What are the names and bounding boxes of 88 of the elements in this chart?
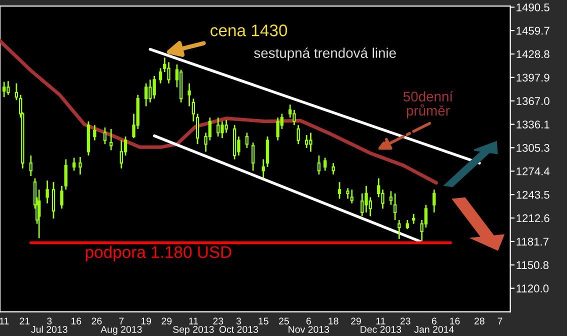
candlestick (6, 80, 10, 96)
candlestick (167, 62, 170, 84)
candlestick (364, 185, 368, 214)
y-tick-label: 1490.5 (516, 3, 550, 12)
x-tick-label: 29 (351, 318, 361, 325)
x-tick-label: 29 (162, 318, 172, 325)
x-tick-label: 11 (0, 318, 9, 324)
x-tick-label: 7 Aug 2013 (100, 318, 142, 335)
x-tick-label: 25 (279, 318, 289, 325)
text: 50denní průměr (403, 91, 454, 118)
candlestick (245, 132, 249, 149)
candlestick (52, 181, 56, 220)
x-tick-label: 26 (92, 318, 102, 325)
y-tick-label: 1459.7 (516, 26, 550, 35)
candlestick (309, 132, 312, 152)
candlestick (148, 78, 152, 104)
candlestick (332, 162, 335, 176)
candlestick (144, 82, 148, 107)
series-label: podpora 1.180 USD (86, 246, 232, 262)
candlestick (29, 154, 32, 177)
candlestick (296, 124, 300, 145)
candlestick (266, 136, 270, 168)
y-tick-label: 1212.6 (516, 214, 550, 222)
candlestick (14, 82, 18, 101)
candlestick (120, 140, 123, 170)
candlestick (432, 188, 436, 214)
x-tick-label: 19 (141, 318, 152, 325)
candlestick (158, 68, 162, 84)
candlestick (262, 158, 265, 179)
y-tick-label: 1367.0 (516, 97, 550, 106)
candlestick (346, 187, 350, 200)
candlestick (196, 113, 200, 145)
candlestick (216, 116, 220, 138)
y-tick-label: 1428.8 (516, 50, 550, 58)
x-tick-label: 11 Sep 2013 (173, 318, 214, 335)
candlestick (398, 219, 401, 240)
candlestick (252, 142, 255, 172)
x-tick-label: 18 (328, 318, 338, 325)
x-tick-label: 28 (474, 318, 484, 325)
candlestick (192, 98, 196, 122)
y-tick-label: 1305.3 (516, 144, 550, 152)
y-tick-label: 1397.9 (516, 74, 550, 82)
x-tick-label: 21 (20, 318, 30, 324)
candlestick (110, 128, 113, 151)
candlestick (412, 213, 416, 224)
x-tick-label: 16 (71, 318, 82, 325)
candlestick (78, 156, 82, 176)
candlestick (2, 81, 6, 98)
x-tick-label: 23 (400, 318, 410, 325)
x-tick-label: 15 (258, 318, 268, 325)
candlestick (406, 219, 409, 230)
candlestick (103, 126, 107, 145)
candlestick (424, 204, 428, 228)
candlestick (188, 82, 191, 107)
series-label: sestupná trendová linie (254, 48, 396, 61)
candlestick (46, 180, 49, 204)
candlestick (220, 120, 224, 139)
candlestick (389, 190, 393, 206)
candlestick (317, 154, 321, 176)
candlestick (288, 104, 292, 118)
y-tick-label: 1243.5 (516, 190, 550, 199)
y-tick-label: 1274.4 (516, 167, 550, 176)
candlestick (72, 157, 76, 172)
candlestick (360, 192, 364, 217)
candlestick (60, 185, 64, 210)
candlestick (93, 124, 96, 142)
x-tick-label: 6 Nov 2013 (288, 318, 330, 333)
candlestick (276, 116, 280, 142)
y-tick-label: 1150.8 (516, 261, 549, 270)
candlestick (305, 134, 308, 149)
candlestick (350, 188, 354, 204)
x-tick-label: 11 Dec 2013 (360, 318, 402, 333)
y-tick-label: 1336.1 (516, 120, 550, 128)
x-tick-label: 7 (498, 318, 502, 324)
x-tick-label: 3 Jul 2013 (31, 318, 68, 333)
candlestick (324, 157, 327, 172)
x-tick-label: 16 (450, 318, 460, 325)
candlestick (393, 192, 397, 221)
candlestick (64, 158, 68, 190)
x-tick-label: 23 (213, 318, 224, 325)
candlestick (152, 75, 156, 100)
y-tick-label: 1181.7 (516, 238, 548, 246)
candlestick (208, 116, 212, 142)
annotation: cena 1430 (210, 24, 288, 36)
candlestick (224, 119, 228, 134)
candlestick (338, 181, 342, 200)
candlestick (368, 196, 372, 217)
y-tick-label: 1120.0 (516, 284, 549, 292)
